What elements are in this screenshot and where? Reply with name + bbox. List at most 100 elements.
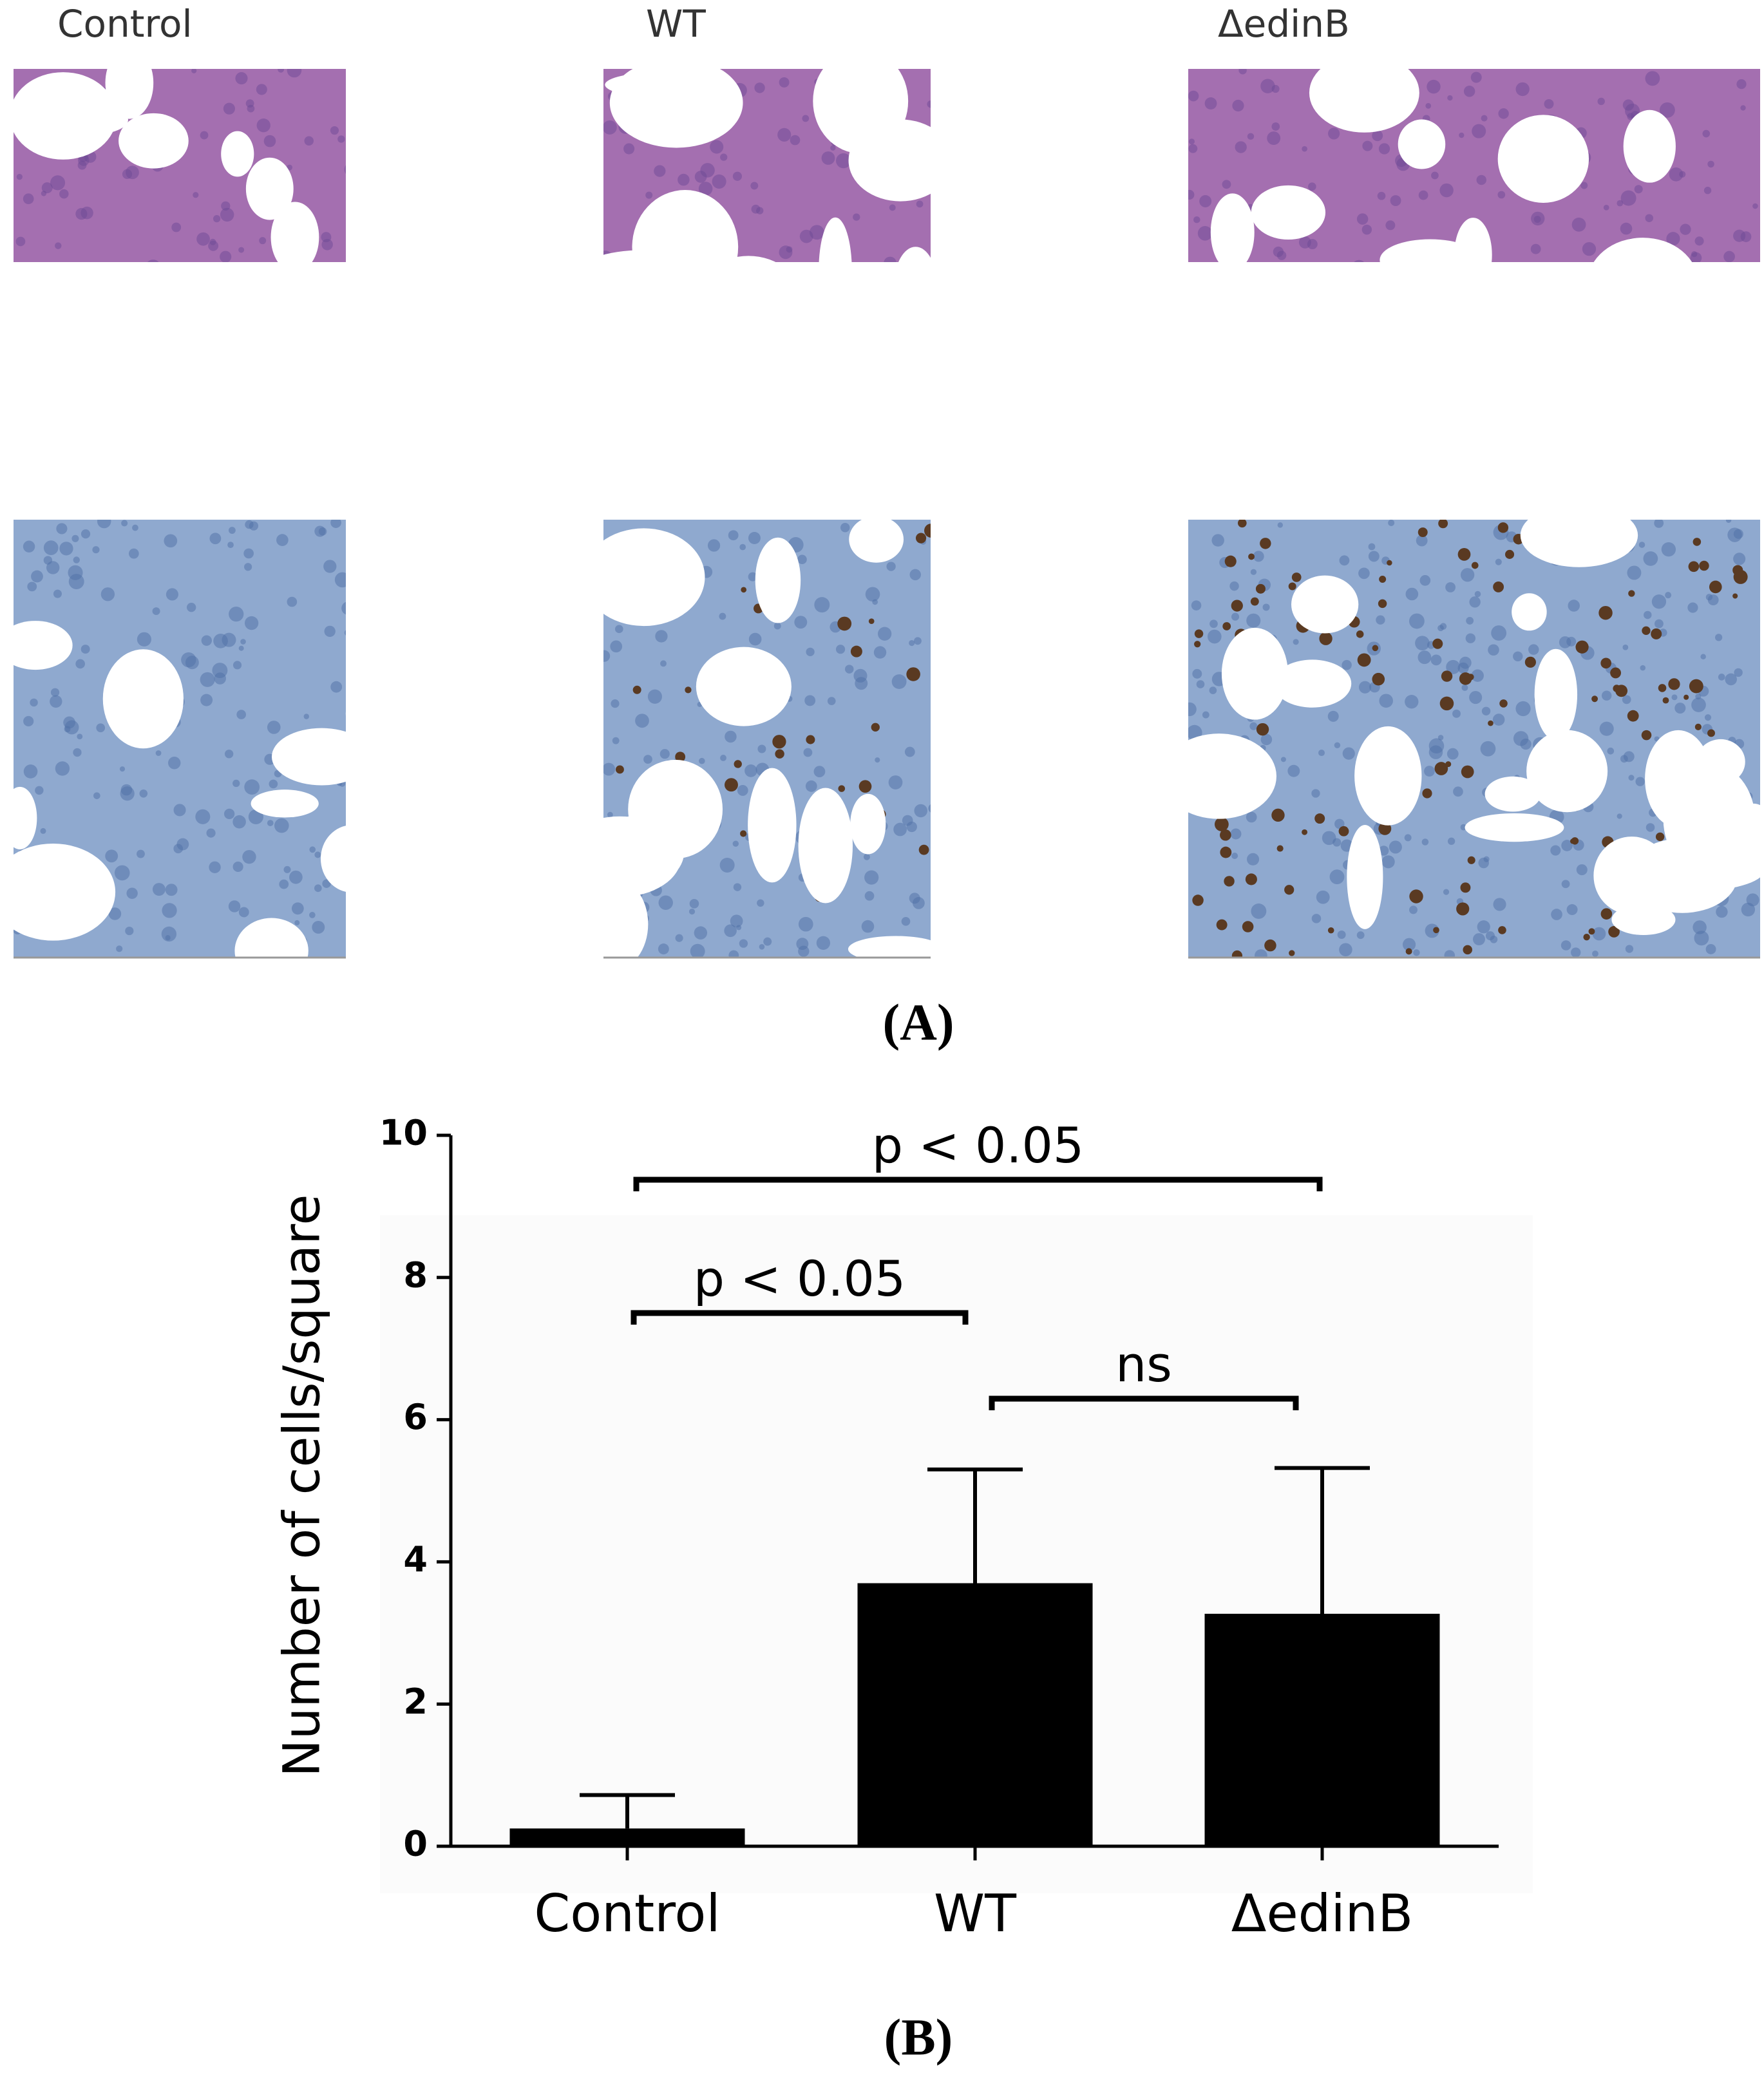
airspace — [755, 537, 801, 623]
significance-label: p < 0.05 — [872, 1117, 1084, 1174]
cell-dot — [1625, 945, 1634, 953]
cell-dot — [256, 118, 270, 133]
stain-dot — [1216, 919, 1228, 931]
cell-dot — [227, 542, 234, 548]
stain-dot — [1497, 522, 1509, 533]
cell-dot — [220, 207, 234, 222]
cell-dot — [1617, 813, 1622, 819]
cell-dot — [864, 891, 875, 901]
stain-dot — [1693, 538, 1702, 546]
cell-dot — [46, 561, 60, 574]
cell-dot — [263, 135, 276, 147]
cell-dot — [191, 68, 197, 73]
cell-dot — [1381, 855, 1395, 869]
cell-dot — [31, 570, 43, 583]
cell-dot — [902, 815, 913, 826]
cell-dot — [81, 529, 91, 539]
cell-dot — [244, 563, 252, 571]
airspace — [848, 119, 953, 202]
cell-dot — [1561, 840, 1573, 851]
cell-dot — [1640, 665, 1646, 671]
cell-dot — [116, 945, 123, 952]
cell-dot — [707, 539, 721, 552]
cell-dot — [1601, 690, 1612, 701]
cell-dot — [1603, 204, 1609, 211]
cell-dot — [806, 647, 815, 656]
cell-dot — [602, 762, 616, 776]
cell-dot — [1402, 938, 1416, 951]
stain-dot — [1387, 560, 1392, 566]
stain-dot — [1471, 562, 1479, 569]
cell-dot — [1192, 668, 1202, 679]
cell-dot — [803, 748, 813, 757]
cell-dot — [1390, 195, 1401, 206]
cell-dot — [1378, 143, 1390, 155]
cell-dot — [30, 698, 38, 707]
cell-dot — [1409, 905, 1418, 914]
cell-dot — [654, 165, 666, 177]
cell-dot — [732, 840, 739, 847]
cell-dot — [861, 920, 875, 933]
cell-dot — [77, 733, 83, 740]
airspace — [1354, 726, 1422, 826]
cell-dot — [267, 820, 274, 826]
airspace — [1497, 115, 1589, 203]
cell-dot — [1515, 701, 1531, 717]
y-tick-label: 10 — [379, 1113, 428, 1153]
cell-dot — [893, 822, 907, 837]
stain-dot — [1610, 667, 1622, 679]
stain-dot — [1224, 555, 1237, 567]
cell-dot — [1740, 105, 1746, 111]
stain-dot — [1194, 629, 1204, 638]
cell-dot — [1416, 534, 1428, 547]
cell-dot — [1680, 223, 1691, 235]
cell-dot — [1418, 650, 1432, 665]
cell-dot — [93, 792, 100, 799]
cell-dot — [655, 630, 668, 643]
cell-dot — [1413, 949, 1420, 956]
cell-dot — [238, 645, 244, 651]
cell-dot — [1471, 669, 1484, 682]
stain-dot — [1575, 640, 1589, 654]
cell-dot — [1287, 764, 1300, 777]
cell-dot — [236, 710, 246, 719]
cell-dot — [1191, 600, 1202, 610]
stain-dot — [1627, 710, 1639, 722]
cell-dot — [1277, 522, 1284, 528]
cell-dot — [165, 935, 171, 941]
cell-dot — [224, 750, 234, 759]
cell-dot — [1339, 943, 1352, 957]
cell-dot — [1446, 748, 1459, 760]
cell-dot — [238, 247, 245, 253]
cell-dot — [314, 884, 322, 893]
cell-dot — [155, 750, 162, 756]
cell-dot — [166, 588, 178, 601]
cell-dot — [1222, 180, 1231, 189]
stain-dot — [1418, 527, 1428, 538]
cell-dot — [759, 943, 765, 950]
cell-dot — [322, 879, 331, 888]
stain-dot — [1302, 829, 1308, 835]
stain-dot — [632, 685, 641, 694]
cell-dot — [1702, 129, 1711, 138]
cell-dot — [1428, 738, 1445, 754]
cell-dot — [195, 809, 211, 824]
cell-dot — [1246, 853, 1260, 865]
stain-dot — [1379, 575, 1387, 583]
cell-dot — [773, 622, 781, 630]
cell-dot — [73, 748, 82, 757]
cell-dot — [1700, 654, 1706, 660]
cell-dot — [114, 865, 130, 881]
stain-dot — [1598, 605, 1613, 620]
stain-dot — [1409, 889, 1423, 903]
cell-dot — [1513, 651, 1523, 661]
cell-dot — [126, 887, 138, 899]
cell-dot — [1691, 251, 1698, 258]
cell-dot — [309, 846, 316, 853]
cell-dot — [1550, 845, 1561, 856]
cell-dot — [1481, 115, 1488, 122]
stain-dot — [1488, 720, 1494, 726]
cell-dot — [1327, 710, 1339, 722]
cell-dot — [1736, 79, 1747, 90]
